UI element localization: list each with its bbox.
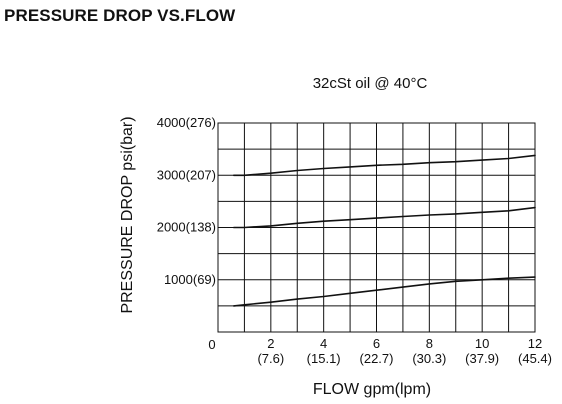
- chart-grid: [217, 122, 536, 333]
- x-tick-sublabel: (30.3): [412, 351, 446, 366]
- y-tick-label: 3000(207): [157, 167, 216, 182]
- x-tick-label: 6: [373, 336, 380, 351]
- page-title: PRESSURE DROP VS.FLOW: [4, 6, 236, 25]
- series-line-1: [233, 276, 536, 307]
- x-tick-sublabel: (45.4): [518, 351, 552, 366]
- x-tick-label: 0: [208, 337, 215, 352]
- y-tick-label: 1000(69): [164, 272, 216, 287]
- x-tick-sublabel: (37.9): [465, 351, 499, 366]
- chart-labels: 1000(69) 2000(138) 3000(207) 4000(276) 0 2(7.…: [157, 115, 552, 366]
- y-tick-label: 4000(276): [157, 115, 216, 130]
- chart-title: 32cSt oil @ 40°C: [313, 75, 428, 92]
- x-tick-label: 8: [426, 336, 433, 351]
- y-axis-label: PRESSURE DROP psi(bar): [119, 116, 136, 313]
- y-tick-label: 2000(138): [157, 220, 216, 235]
- x-tick-sublabel: (15.1): [307, 351, 341, 366]
- x-tick-label: 12: [528, 336, 542, 351]
- x-tick-label: 4: [320, 336, 327, 351]
- x-tick-label: 10: [475, 336, 489, 351]
- x-tick-label: 2: [267, 336, 274, 351]
- x-tick-sublabel: (7.6): [257, 351, 284, 366]
- chart-curves: [233, 154, 536, 307]
- x-tick-sublabel: (22.7): [360, 351, 394, 366]
- series-line-2: [233, 206, 536, 229]
- x-axis-label: FLOW gpm(lpm): [313, 381, 431, 398]
- series-line-3: [233, 154, 536, 177]
